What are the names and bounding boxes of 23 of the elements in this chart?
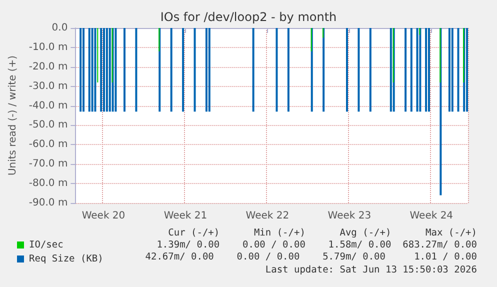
y-tick-label: -40.0 m: [28, 100, 68, 112]
x-tick-label: Week 20: [82, 210, 126, 222]
text: 1.39m/ 0.00 0.00 / 0.00 1.58m/ 0.00 683.27m/ 0.00: [156, 240, 478, 250]
text: 42.67m/ 0.00 0.00 / 0.00 5.79m/ 0.00 1.01 / 0.00: [145, 252, 478, 262]
y-tick-label: -60.0 m: [28, 139, 68, 150]
y-tick-label: 0.0: [52, 22, 68, 34]
y-tick-label: -20.0 m: [28, 61, 68, 72]
y-tick-label: -30.0 m: [28, 80, 68, 92]
x-tick-label: Week 23: [328, 210, 372, 222]
text: Last update: Sat Jun 13 15:50:03 2026: [265, 264, 478, 276]
y-tick-label: -80.0 m: [28, 178, 68, 190]
legend-label: IO/sec: [29, 240, 64, 250]
legend-label: Req Size (KB): [29, 254, 104, 264]
y-axis-title: Units read (-) / write (+): [8, 55, 18, 176]
chart-title: IOs for /dev/loop2 - by month: [160, 10, 337, 24]
x-tick-label: Week 21: [164, 210, 208, 222]
text: Cur (-/+) Min (-/+) Avg (-/+) Max (-/+): [168, 228, 478, 238]
y-tick-label: -10.0 m: [28, 42, 68, 53]
x-tick-label: Week 22: [246, 210, 290, 222]
x-tick-label: Week 24: [410, 210, 454, 222]
y-tick-label: -70.0 m: [28, 158, 68, 170]
y-tick-label: -50.0 m: [28, 120, 68, 131]
y-tick-label: -90.0 m: [28, 198, 68, 208]
